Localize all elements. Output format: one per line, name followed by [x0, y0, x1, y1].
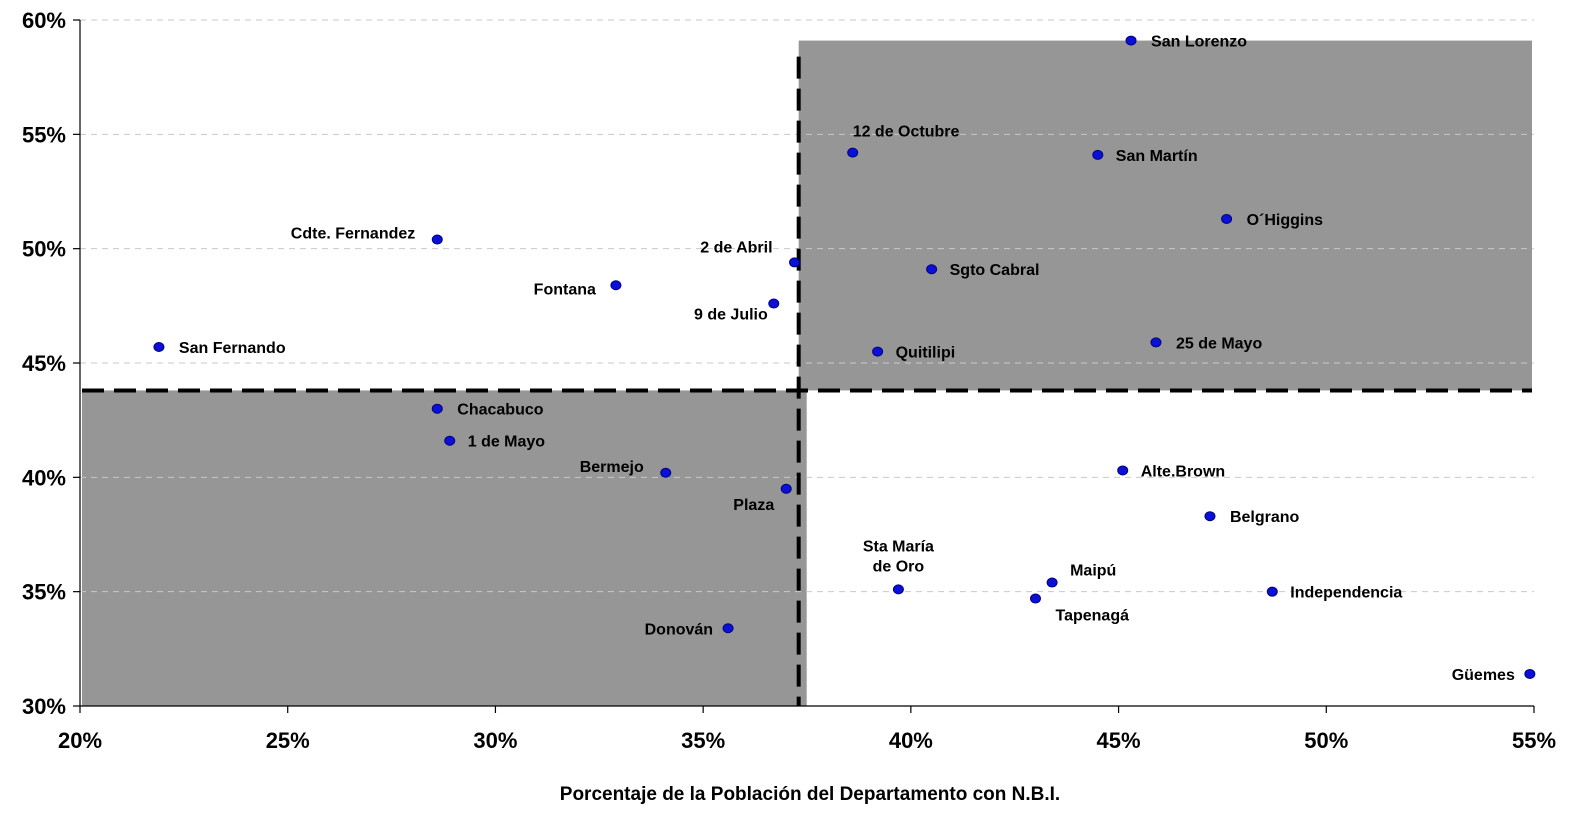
- point-label: Güemes: [1452, 667, 1515, 684]
- x-tick-label: 45%: [1097, 728, 1141, 753]
- y-tick-label: 60%: [22, 8, 66, 33]
- x-tick-label: 55%: [1512, 728, 1556, 753]
- x-axis-title: Porcentaje de la Población del Departame…: [560, 784, 1060, 805]
- point-label: Maipú: [1070, 563, 1116, 580]
- point-label: Independencia: [1290, 585, 1402, 602]
- data-point: [892, 584, 904, 595]
- data-point: [847, 147, 859, 158]
- point-label: Belgrano: [1230, 509, 1300, 526]
- quadrant-bottom-left: [82, 390, 807, 706]
- data-point: [926, 264, 938, 275]
- x-tick-label: 20%: [58, 728, 102, 753]
- shaded-quadrants: [82, 40, 1532, 706]
- data-point: [1150, 337, 1162, 348]
- point-label: Chacabuco: [457, 402, 543, 419]
- data-point: [768, 298, 780, 309]
- quadrant-top-right: [798, 40, 1532, 391]
- data-point: [610, 280, 622, 291]
- data-point: [872, 346, 884, 357]
- point-label: Sta María: [863, 538, 934, 555]
- data-points: [153, 35, 1536, 679]
- point-label: 1 de Mayo: [468, 434, 546, 451]
- y-tick-label: 35%: [22, 580, 66, 605]
- point-label: Fontana: [534, 281, 596, 298]
- point-label: 12 de Octubre: [853, 124, 960, 141]
- threshold-lines: [82, 56, 1532, 706]
- x-tick-label: 30%: [473, 728, 517, 753]
- data-point: [780, 483, 792, 494]
- data-point: [1125, 35, 1137, 46]
- x-tick-label: 35%: [681, 728, 725, 753]
- y-tick-label: 50%: [22, 237, 66, 262]
- y-tick-label: 55%: [22, 122, 66, 147]
- data-point: [1266, 586, 1278, 597]
- data-point: [1117, 465, 1129, 476]
- point-label: San Lorenzo: [1151, 34, 1247, 51]
- point-label-line2: de Oro: [873, 558, 925, 575]
- data-point: [431, 403, 443, 414]
- x-tick-label: 50%: [1304, 728, 1348, 753]
- point-label: 25 de Mayo: [1176, 335, 1262, 352]
- axes: 30% 35% 40% 45% 50% 55% 60% 20% 25% 30% 35% 40% 45% 5…: [22, 8, 1556, 753]
- x-tick-label: 25%: [266, 728, 310, 753]
- point-label: San Fernando: [179, 340, 286, 357]
- y-tick-label: 45%: [22, 351, 66, 376]
- data-point: [444, 435, 456, 446]
- data-point: [722, 623, 734, 634]
- data-point: [1524, 668, 1536, 679]
- point-label: Cdte. Fernandez: [291, 226, 415, 243]
- x-tick-label: 40%: [889, 728, 933, 753]
- point-label: 2 de Abril: [700, 239, 772, 256]
- point-label: Plaza: [733, 497, 774, 514]
- data-point: [1221, 213, 1233, 224]
- y-tick-label: 30%: [22, 694, 66, 719]
- y-tick-label: 40%: [22, 465, 66, 490]
- data-point: [1046, 577, 1058, 588]
- data-point: [153, 341, 165, 352]
- point-label: Donován: [645, 621, 713, 638]
- gridlines: [80, 19, 1534, 593]
- point-label: Bermejo: [580, 459, 644, 476]
- point-label: Quitilipi: [896, 345, 956, 362]
- point-label: San Martín: [1116, 148, 1198, 165]
- point-label: Sgto Cabral: [950, 262, 1040, 279]
- data-point: [1092, 149, 1104, 160]
- point-labels: San Lorenzo 12 de Octubre San Martín O´Higg…: [179, 34, 1515, 684]
- data-point: [1204, 511, 1216, 522]
- point-label: 9 de Julio: [694, 307, 768, 324]
- point-label: Tapenagá: [1055, 608, 1129, 625]
- point-label: O´Higgins: [1247, 212, 1324, 229]
- data-point: [1029, 593, 1041, 604]
- data-point: [431, 234, 443, 245]
- point-label: Alte.Brown: [1141, 463, 1225, 480]
- data-point: [660, 467, 672, 478]
- data-point: [789, 257, 801, 268]
